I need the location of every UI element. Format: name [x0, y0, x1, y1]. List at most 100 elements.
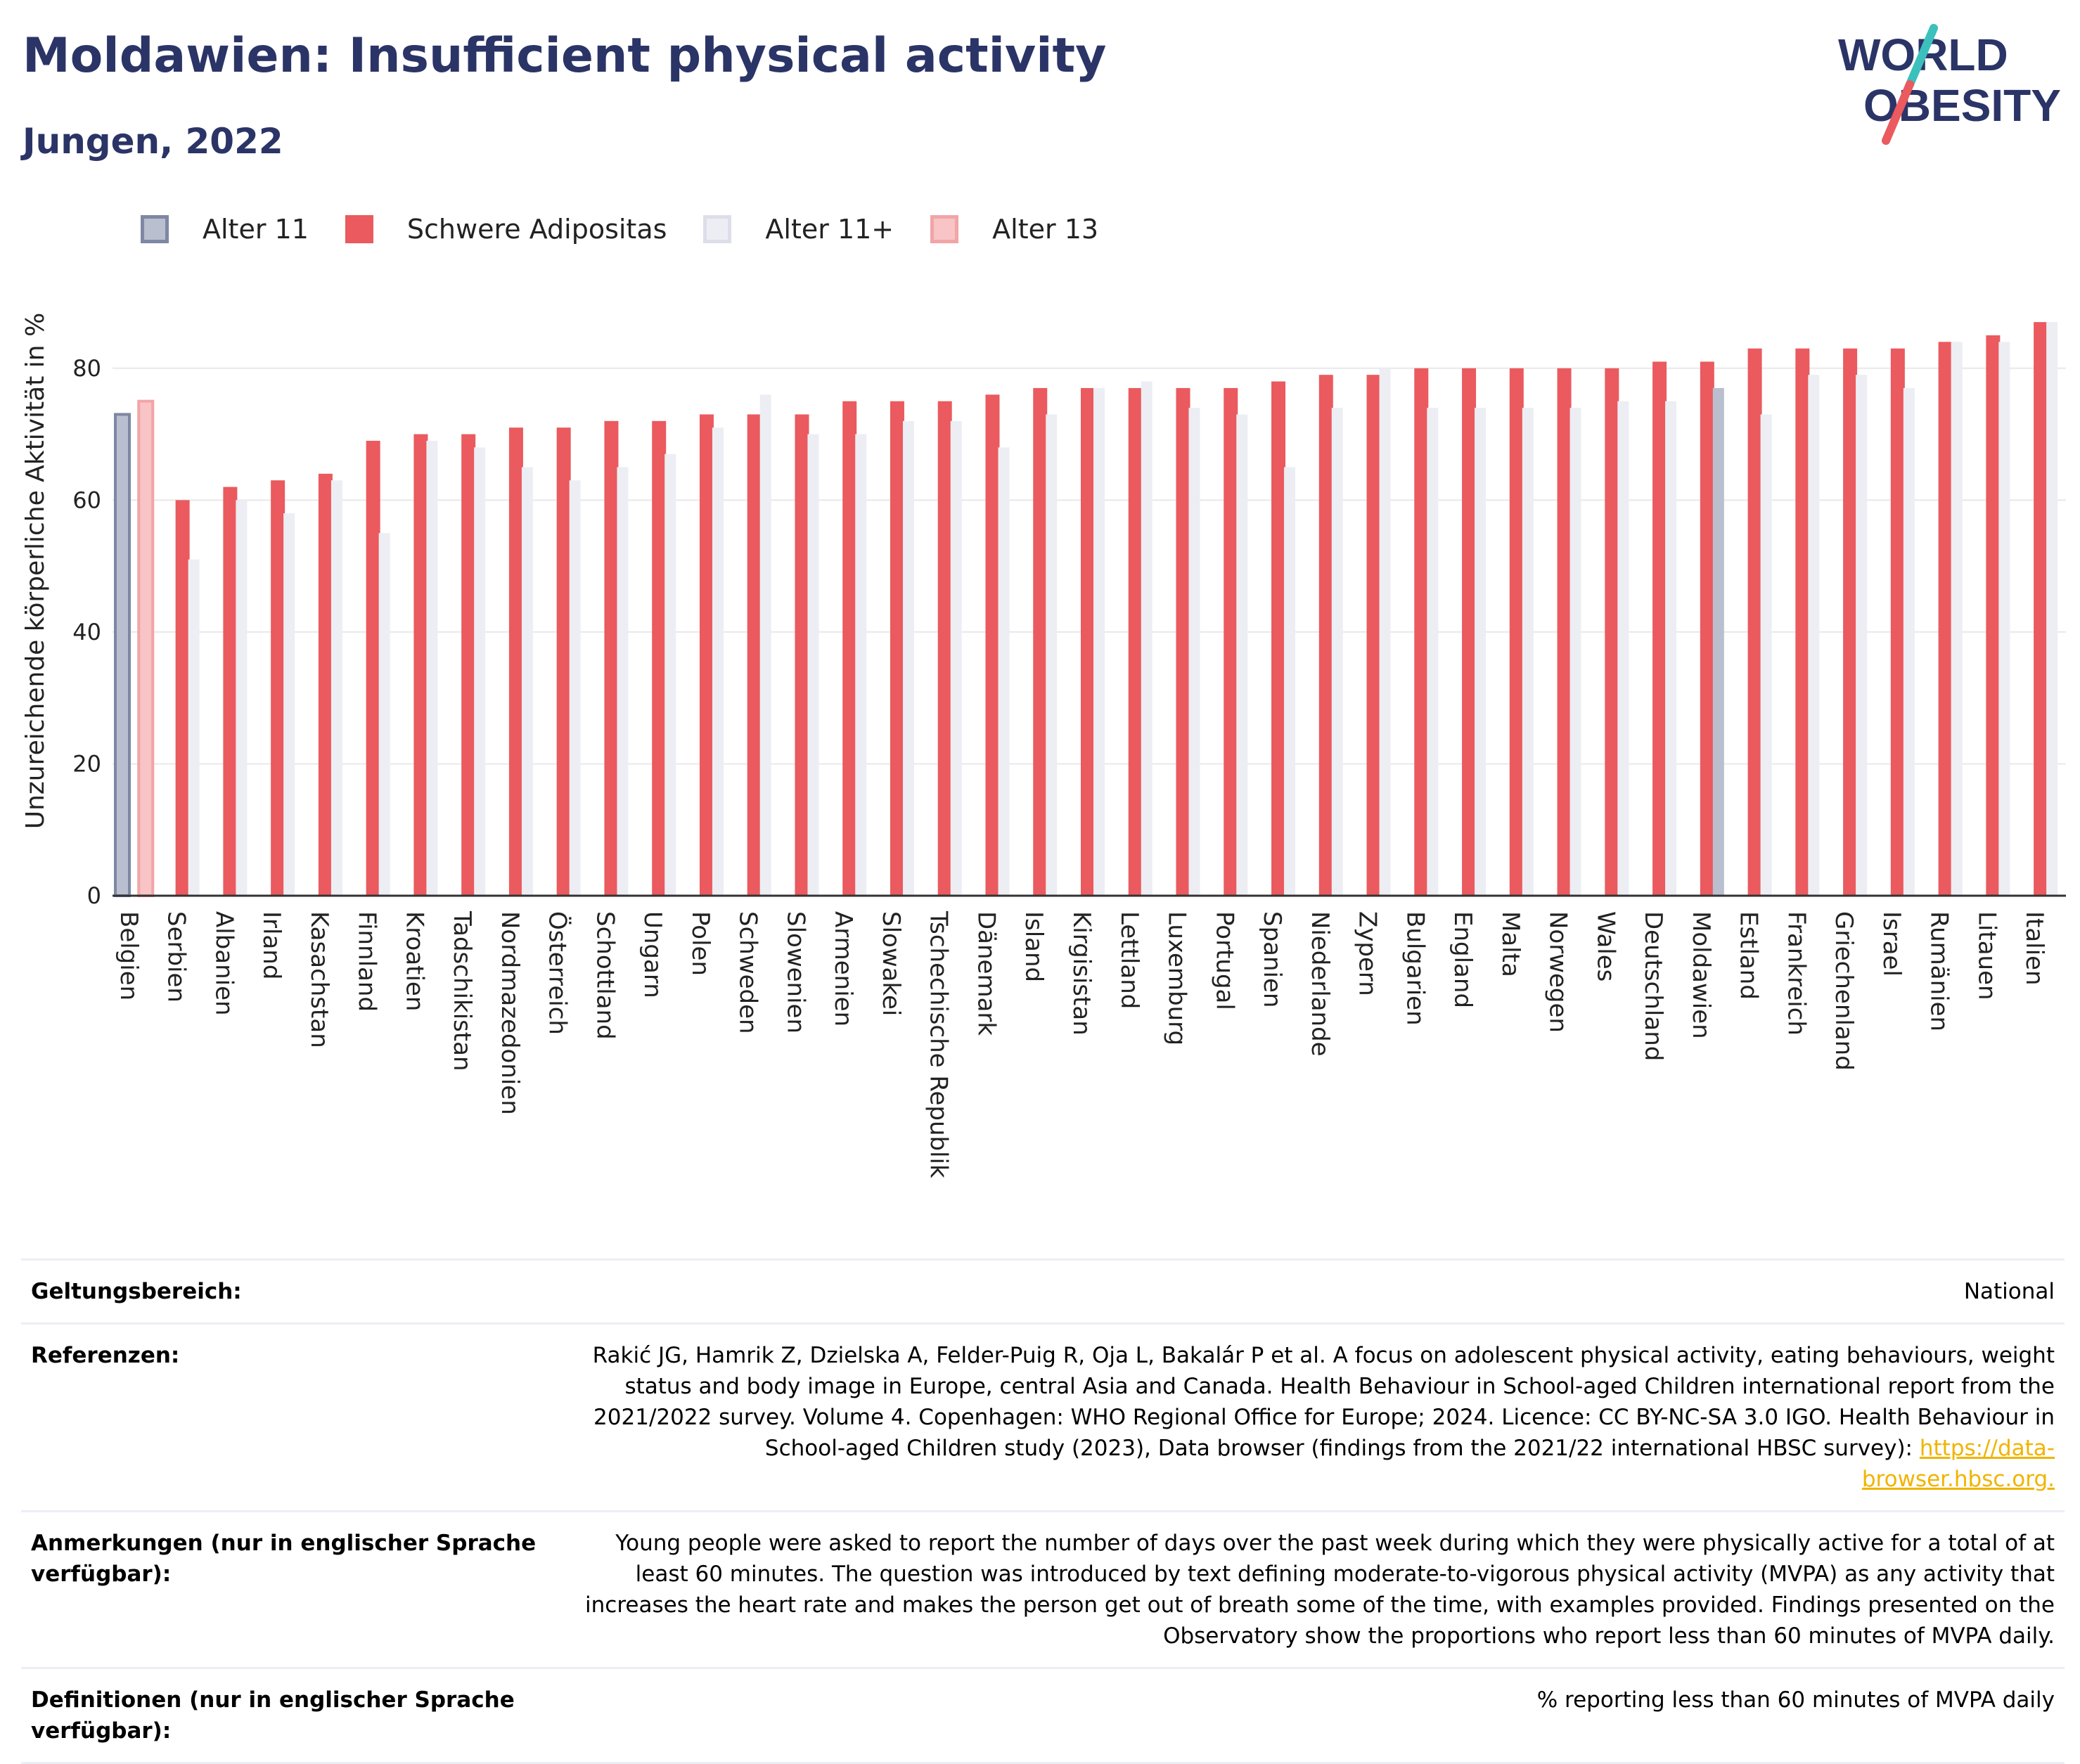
bar [1318, 375, 1333, 896]
bar [2034, 322, 2048, 896]
bar [1557, 368, 1572, 896]
bar [1856, 375, 1868, 896]
bar [1128, 387, 1143, 896]
bar [1617, 401, 1629, 896]
bar [1033, 387, 1048, 896]
x-tick-label: Serbien [162, 911, 191, 1003]
logo-slash-red [1882, 80, 1914, 145]
bar [665, 453, 676, 896]
bar [1808, 375, 1820, 896]
page-title: Moldawien: Insufficient physical activit… [23, 28, 1107, 84]
legend-label: Alter 11 [203, 214, 309, 245]
definitions-label: Definitionen (nur in englischer Sprache … [31, 1687, 515, 1744]
x-tick-label: Wales [1591, 911, 1619, 981]
y-tick-label: 0 [87, 882, 101, 909]
x-tick-label: Finnland [353, 911, 381, 1012]
x-tick-label: Island [1020, 911, 1048, 982]
page-subtitle: Jungen, 2022 [23, 121, 283, 162]
x-tick-label: Albanien [210, 911, 238, 1016]
x-tick-label: Lettland [1115, 911, 1143, 1009]
bar [378, 533, 390, 896]
info-table: Geltungsbereich: National Referenzen: Ra… [21, 1258, 2065, 1764]
bar [556, 427, 571, 896]
bar [461, 434, 476, 896]
x-tick-label: Litauen [1972, 911, 2001, 1000]
bar [1522, 408, 1534, 896]
bar [1366, 375, 1381, 896]
bar [795, 414, 809, 896]
bar [617, 467, 629, 896]
x-tick-label: Niederlande [1306, 911, 1334, 1057]
bar [1141, 381, 1153, 896]
bar [1890, 348, 1905, 896]
x-tick-label: Armenien [829, 911, 857, 1026]
x-tick-label: Spanien [1258, 911, 1286, 1007]
bar [1475, 408, 1487, 896]
x-tick-label: Zypern [1354, 911, 1382, 996]
bar [699, 414, 714, 896]
y-tick-label: 80 [72, 355, 101, 382]
x-tick-label: Österreich [544, 911, 572, 1035]
x-tick-label: Malta [1496, 911, 1524, 977]
x-tick-label: Israel [1877, 911, 1906, 977]
bar [569, 480, 581, 896]
bar [807, 434, 819, 896]
bar [330, 480, 342, 896]
legend-swatch [703, 215, 732, 243]
bar-chart: 0 20 40 60 80 Unzureichende körperliche Aktiv… [21, 313, 2066, 1178]
bar [1427, 408, 1439, 896]
legend-swatch [345, 215, 373, 243]
bar [1747, 348, 1762, 896]
x-tick-label: Slowenien [781, 911, 809, 1034]
x-tick-label: Irland [257, 911, 285, 979]
legend-item-schwere-adipositas[interactable]: Schwere Adipositas [345, 214, 667, 245]
bar [366, 440, 380, 896]
chart-legend: Alter 11 Schwere Adipositas Alter 11+ Al… [141, 208, 1135, 250]
bar [223, 487, 238, 896]
bar [712, 427, 724, 896]
legend-item-alter-13[interactable]: Alter 13 [930, 214, 1098, 245]
bar [1188, 408, 1200, 896]
info-row-notes: Anmerkungen (nur in englischer Sprache v… [21, 1511, 2065, 1668]
x-tick-label: Luxemburg [1163, 911, 1191, 1045]
bar [508, 427, 523, 896]
x-tick-label: Nordmazedonien [496, 911, 524, 1115]
x-tick-label: Kirgisistan [1067, 911, 1096, 1036]
bar [283, 513, 295, 896]
legend-label: Schwere Adipositas [406, 214, 667, 245]
bar [1331, 408, 1343, 896]
legend-item-alter-11[interactable]: Alter 11 [141, 214, 309, 245]
bar [842, 401, 857, 896]
bar [1176, 387, 1190, 896]
bar [413, 434, 428, 896]
legend-swatch [141, 215, 169, 243]
bar [1284, 467, 1296, 896]
bar [1569, 408, 1581, 896]
definitions-value: % reporting less than 60 minutes of MVPA… [1536, 1687, 2055, 1713]
bar [1665, 401, 1677, 896]
bar [1093, 387, 1105, 896]
x-tick-label: Kasachstan [305, 911, 333, 1048]
references-link[interactable]: https://data-browser.hbsc.org. [1861, 1436, 2055, 1492]
bar [188, 559, 200, 896]
bar [1700, 361, 1714, 896]
bar [902, 420, 914, 896]
bar [1046, 414, 1058, 896]
bar [652, 420, 667, 896]
scope-label: Geltungsbereich: [31, 1279, 242, 1304]
bar [271, 480, 285, 896]
y-tick-label: 20 [72, 750, 101, 777]
bar [1462, 368, 1477, 896]
references-label: Referenzen: [31, 1343, 180, 1368]
legend-label: Alter 11+ [765, 214, 894, 245]
bar [114, 413, 131, 897]
bar [1998, 342, 2010, 896]
bar [950, 420, 962, 896]
notes-label: Anmerkungen (nur in englischer Sprache v… [31, 1531, 537, 1587]
x-tick-label: Estland [1735, 911, 1763, 1000]
legend-item-alter-11-plus[interactable]: Alter 11+ [703, 214, 894, 245]
bar [175, 500, 190, 896]
x-tick-label: Belgien [115, 911, 143, 1000]
references-cell: Rakić JG, Hamrik Z, Dzielska A, Felder-P… [575, 1324, 2065, 1512]
x-tick-label: Moldawien [1687, 911, 1715, 1039]
